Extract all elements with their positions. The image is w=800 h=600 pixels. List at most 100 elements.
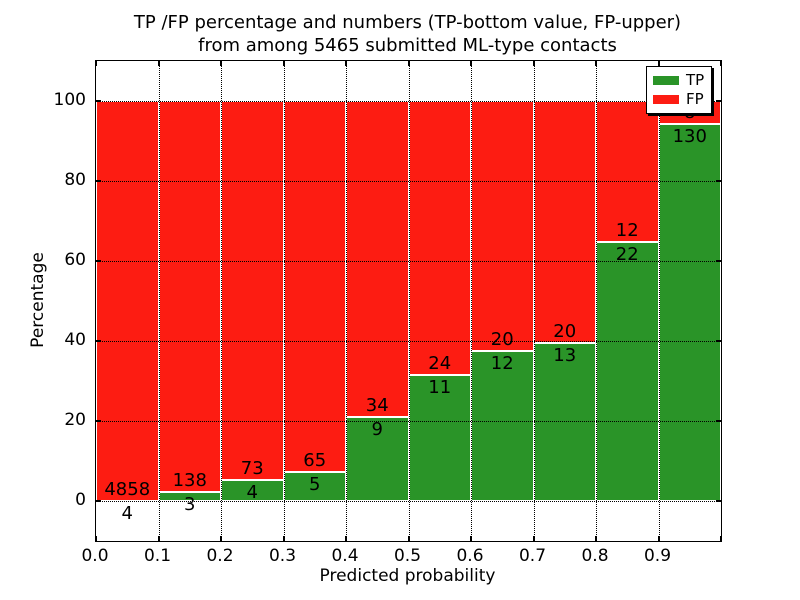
gridline-horizontal [96, 501, 721, 502]
gridline-horizontal [96, 181, 721, 182]
bar-segment-tp [408, 375, 471, 501]
x-tick-label: 0.7 [518, 546, 547, 566]
x-tick-mark [95, 61, 97, 66]
x-tick-label: 0.5 [393, 546, 422, 566]
bar-segment-fp [408, 101, 471, 376]
x-tick-label: 0.8 [581, 546, 609, 566]
tp-count-label: 9 [371, 419, 383, 441]
gridline-vertical [408, 61, 410, 541]
x-tick-mark [595, 536, 597, 541]
bar-segment-fp [471, 101, 534, 351]
x-tick-mark [470, 61, 472, 66]
gridline-vertical [471, 61, 472, 541]
tp-count-label: 13 [553, 345, 577, 367]
y-tick-label: 60 [64, 250, 86, 270]
gridline-vertical [158, 61, 160, 541]
fp-count-label: 34 [365, 395, 389, 417]
gridline-vertical [658, 61, 660, 541]
bar-segment-fp [283, 101, 346, 473]
y-tick-mark [96, 420, 101, 422]
bar-segment-tp [471, 351, 534, 501]
x-tick-mark [532, 61, 535, 66]
tp-count-label: 4 [246, 482, 258, 504]
y-tick-mark [716, 340, 721, 342]
x-tick-label: 0.0 [81, 546, 109, 566]
legend-swatch-tp [653, 76, 679, 85]
x-tick-mark [220, 536, 222, 541]
x-tick-mark [157, 61, 160, 66]
x-tick-mark [407, 61, 410, 66]
gridline-horizontal [96, 101, 721, 102]
x-axis-label: Predicted probability [319, 566, 496, 586]
legend-item-fp: FP [653, 90, 705, 109]
fp-count-label: 12 [615, 220, 639, 242]
bar-segment-fp [596, 101, 659, 243]
x-tick-label: 0.4 [331, 546, 359, 566]
y-tick-mark [716, 500, 721, 502]
x-tick-mark [345, 61, 347, 66]
legend-swatch-fp [653, 95, 679, 104]
tp-count-label: 12 [490, 353, 514, 374]
y-tick-label: 40 [64, 330, 86, 350]
tp-count-label: 3 [184, 494, 196, 516]
gridline-vertical [596, 61, 597, 541]
y-tick-mark [716, 100, 721, 102]
gridline-vertical [283, 61, 285, 541]
chart-title: TP /FP percentage and numbers (TP-bottom… [95, 11, 720, 57]
y-tick-mark [96, 340, 101, 342]
chart-title-line1: TP /FP percentage and numbers (TP-bottom… [133, 12, 682, 33]
fp-count-label: 24 [428, 353, 452, 375]
tp-count-label: 130 [672, 126, 707, 148]
bar-segment-tp [283, 472, 346, 501]
x-tick-mark [657, 536, 660, 541]
x-tick-mark [345, 536, 347, 541]
tp-count-label: 11 [428, 377, 452, 399]
bar-segment-fp [158, 101, 221, 493]
fp-count-label: 65 [303, 450, 327, 472]
gridline-horizontal [96, 261, 721, 262]
legend-label-tp: TP [686, 71, 705, 89]
x-tick-label: 0.6 [456, 546, 484, 566]
plot-area: 48584138373465534924112012201312228130 [95, 60, 722, 542]
x-tick-mark [407, 536, 410, 541]
gridline-horizontal [96, 421, 721, 422]
chart-title-line2: from among 5465 submitted ML-type contac… [198, 35, 617, 56]
gridline-vertical [346, 61, 347, 541]
y-tick-label: 80 [64, 170, 86, 190]
x-tick-label: 0.9 [643, 546, 672, 566]
legend: TP FP [646, 66, 712, 114]
y-tick-mark [716, 420, 721, 422]
x-tick-mark [470, 536, 472, 541]
y-tick-mark [96, 260, 101, 262]
bar-segment-fp [533, 101, 596, 344]
x-tick-mark [95, 536, 97, 541]
x-tick-mark [595, 61, 597, 66]
bar-segment-fp [221, 101, 284, 481]
fp-count-label: 4858 [104, 478, 151, 500]
x-tick-mark [532, 536, 535, 541]
x-tick-mark [282, 61, 285, 66]
y-tick-label: 0 [75, 490, 86, 510]
y-tick-mark [96, 180, 101, 182]
y-tick-label: 100 [53, 90, 86, 110]
x-tick-label: 0.1 [143, 546, 172, 566]
gridline-vertical [533, 61, 535, 541]
gridline-vertical [221, 61, 222, 541]
y-tick-mark [96, 100, 101, 102]
tp-count-label: 22 [615, 244, 639, 266]
x-tick-mark [282, 536, 285, 541]
tp-count-label: 4 [121, 502, 133, 524]
x-tick-mark [157, 536, 160, 541]
tp-count-label: 5 [309, 474, 321, 496]
y-tick-label: 20 [64, 410, 86, 430]
x-tick-mark [220, 61, 222, 66]
y-tick-mark [716, 260, 721, 262]
x-tick-label: 0.3 [268, 546, 297, 566]
gridline-horizontal [96, 341, 721, 342]
bar-segment-tp [346, 417, 409, 501]
fp-count-label: 20 [490, 329, 514, 350]
x-tick-mark [720, 61, 722, 66]
y-tick-mark [716, 180, 721, 182]
x-tick-mark [720, 536, 722, 541]
